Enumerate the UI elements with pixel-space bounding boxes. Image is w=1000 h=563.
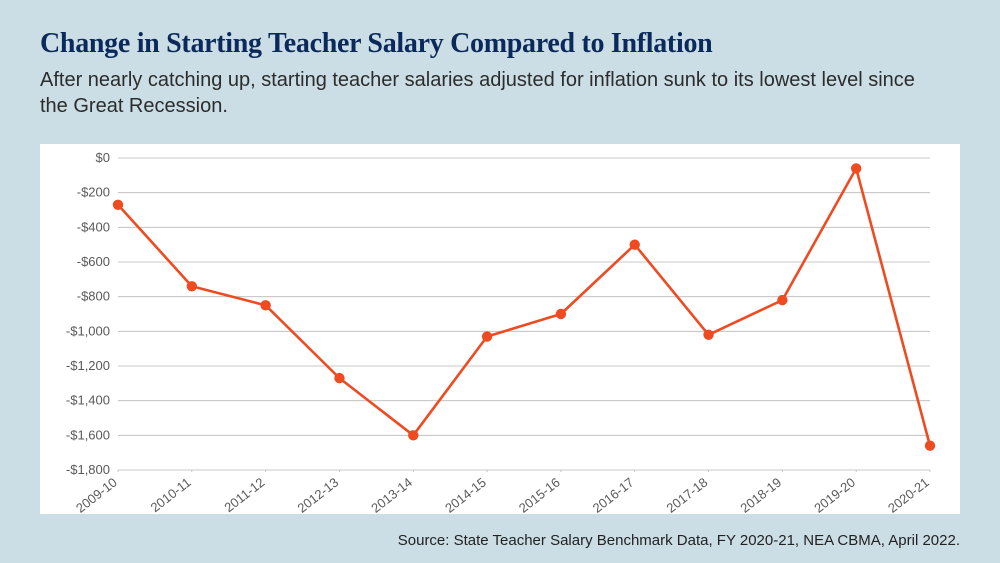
x-tick-label: 2013-14 [368, 475, 415, 514]
y-tick-label: -$600 [77, 254, 110, 269]
data-point [925, 441, 935, 451]
chart-card: $0 -$200 -$400 -$600 -$800 -$1,000 -$1,200 -$1,… [40, 144, 960, 514]
y-tick-label: -$800 [77, 289, 110, 304]
data-point [187, 281, 197, 291]
y-tick-label: $0 [96, 150, 110, 165]
source-citation: Source: State Teacher Salary Benchmark D… [398, 532, 960, 549]
x-tick-label: 2014-15 [442, 475, 489, 514]
data-point [408, 430, 418, 440]
data-point [482, 331, 492, 341]
data-point [113, 200, 123, 210]
data-point [703, 330, 713, 340]
data-point [777, 295, 787, 305]
data-point [334, 373, 344, 383]
y-tick-label: -$1,400 [66, 393, 110, 408]
chart-subtitle: After nearly catching up, starting teach… [40, 68, 920, 119]
page-root: Change in Starting Teacher Salary Compar… [0, 0, 1000, 563]
line-chart: $0 -$200 -$400 -$600 -$800 -$1,000 -$1,200 -$1,… [40, 144, 960, 514]
y-tick-label: -$1,600 [66, 427, 110, 442]
y-tick-label: -$1,800 [66, 462, 110, 477]
data-point [556, 309, 566, 319]
data-point [851, 163, 861, 173]
x-tick-label: 2009-10 [73, 475, 120, 514]
x-tick-label: 2016-17 [590, 475, 637, 514]
y-tick-label: -$1,000 [66, 323, 110, 338]
chart-title: Change in Starting Teacher Salary Compar… [40, 28, 960, 60]
series-line [118, 168, 930, 445]
data-point [630, 239, 640, 249]
y-tick-label: -$1,200 [66, 358, 110, 373]
x-tick-label: 2019-20 [811, 475, 858, 514]
data-point [260, 300, 270, 310]
x-tick-label: 2017-18 [664, 475, 711, 514]
x-tick-label: 2010-11 [148, 475, 194, 514]
x-tick-label: 2012-13 [294, 475, 341, 514]
y-tick-label: -$400 [77, 219, 110, 234]
x-tick-label: 2020-21 [885, 475, 932, 514]
x-tick-label: 2015-16 [516, 475, 563, 514]
x-tick-label: 2011-12 [221, 475, 267, 514]
y-tick-label: -$200 [77, 185, 110, 200]
x-tick-label: 2018-19 [737, 475, 784, 514]
